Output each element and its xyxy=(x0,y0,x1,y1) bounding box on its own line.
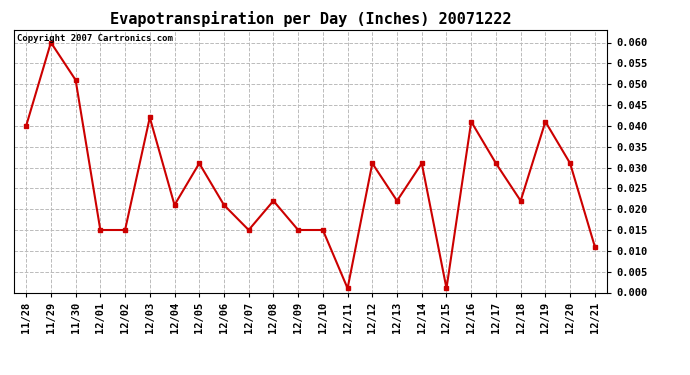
Title: Evapotranspiration per Day (Inches) 20071222: Evapotranspiration per Day (Inches) 2007… xyxy=(110,12,511,27)
Text: Copyright 2007 Cartronics.com: Copyright 2007 Cartronics.com xyxy=(17,34,172,43)
